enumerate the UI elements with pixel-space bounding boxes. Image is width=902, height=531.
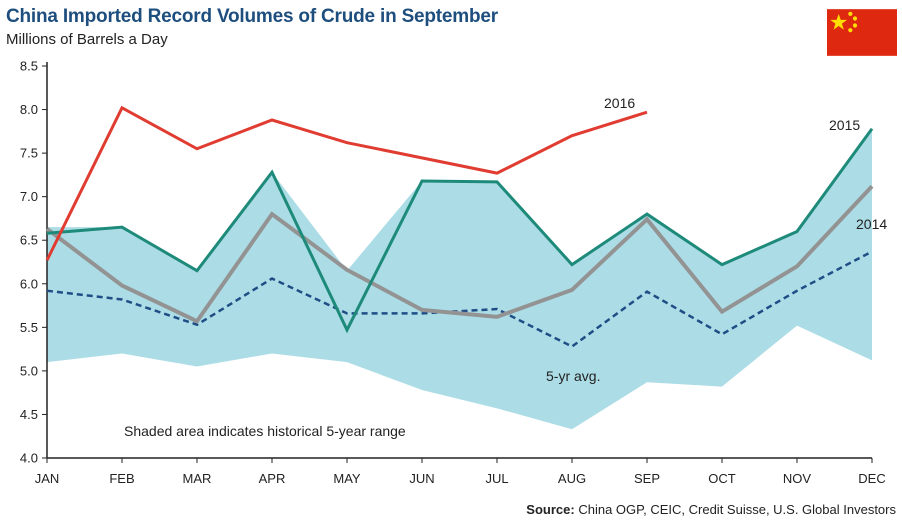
five-year-range-band — [47, 128, 872, 430]
source-label: Source: — [526, 502, 575, 517]
series-label-2015: 2015 — [829, 117, 860, 133]
x-tick-label: FEB — [109, 471, 134, 486]
series-line-2014 — [45, 184, 874, 324]
x-tick-label: NOV — [783, 471, 812, 486]
y-tick-label: 5.5 — [20, 320, 38, 335]
series-line-2015 — [46, 127, 874, 334]
source-text: China OGP, CEIC, Credit Suisse, U.S. Glo… — [578, 502, 896, 517]
series-label-2016: 2016 — [604, 95, 635, 111]
chart-subtitle: Millions of Barrels a Day — [6, 31, 168, 48]
y-tick-label: 6.0 — [20, 276, 38, 291]
x-tick-label: AUG — [558, 471, 586, 486]
y-tick-label: 8.5 — [20, 59, 38, 74]
x-tick-label: JUL — [485, 471, 508, 486]
x-tick-label: JAN — [35, 471, 60, 486]
y-tick-label: 6.5 — [20, 233, 38, 248]
series-label-2014: 2014 — [856, 216, 887, 232]
source-note: Source: China OGP, CEIC, Credit Suisse, … — [526, 502, 896, 517]
x-tick-label: OCT — [708, 471, 736, 486]
series-label-5-yr-avg: 5-yr avg. — [546, 368, 600, 384]
x-tick-label: DEC — [858, 471, 885, 486]
x-tick-label: SEP — [634, 471, 660, 486]
y-tick-label: 4.0 — [20, 451, 38, 466]
y-tick-label: 8.0 — [20, 102, 38, 117]
series-line-5-yr-avg — [46, 250, 873, 348]
x-tick-label: MAR — [183, 471, 212, 486]
x-tick-label: APR — [259, 471, 286, 486]
y-tick-label: 5.0 — [20, 363, 38, 378]
x-tick-label: MAY — [333, 471, 361, 486]
series-line-2016 — [45, 105, 648, 261]
y-tick-label: 7.0 — [20, 189, 38, 204]
y-tick-label: 4.5 — [20, 407, 38, 422]
x-tick-label: JUN — [409, 471, 434, 486]
china-flag-icon — [827, 9, 897, 56]
range-note-annotation: Shaded area indicates historical 5-year … — [124, 423, 406, 439]
y-tick-label: 7.5 — [20, 146, 38, 161]
chart-title: China Imported Record Volumes of Crude i… — [6, 6, 498, 27]
